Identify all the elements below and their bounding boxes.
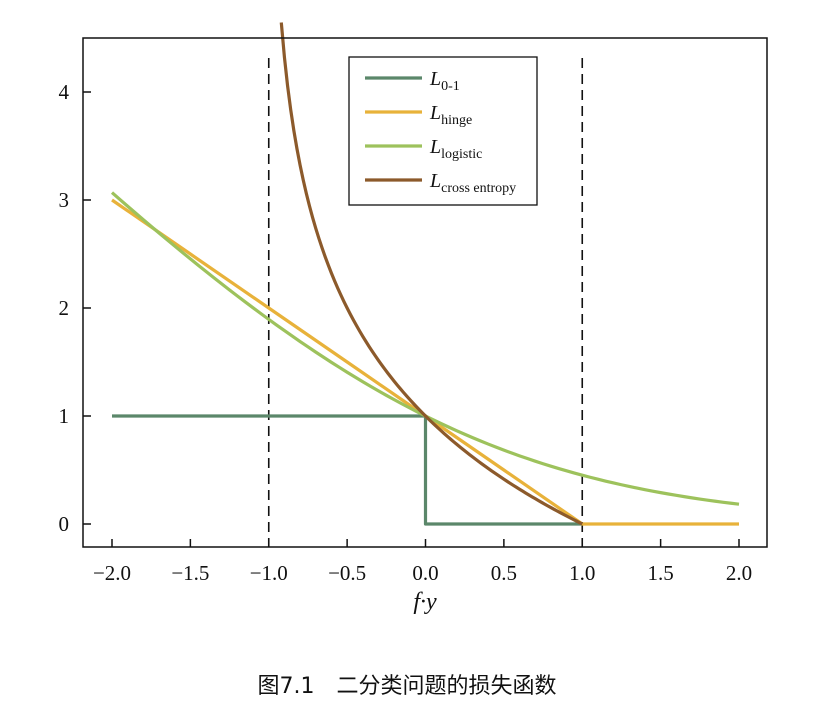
x-tick-label: −0.5 [328,561,366,585]
series-line-cross-entropy [279,22,583,526]
legend-label: Lcross entropy [429,170,516,196]
y-tick-label: 1 [59,404,70,428]
y-tick-label: 3 [59,188,70,212]
figure-caption: 图7.1 二分类问题的损失函数 [257,674,557,699]
y-tick-label: 0 [59,512,70,536]
x-axis-label: f·y [413,589,437,615]
x-tick-label: −1.0 [250,561,288,585]
x-tick-label: 0.0 [412,561,438,585]
series-line-0-1 [112,414,583,526]
legend-label: Lhinge [429,102,472,128]
x-tick-label: −1.5 [171,561,209,585]
y-tick-label: 2 [59,296,70,320]
y-tick-label: 4 [59,80,70,104]
x-tick-label: 1.0 [569,561,595,585]
x-tick-label: 2.0 [726,561,752,585]
x-tick-label: 1.5 [648,561,674,585]
legend-label: L0-1 [429,68,460,94]
x-tick-label: 0.5 [491,561,517,585]
legend-label: Llogistic [429,136,482,162]
x-tick-label: −2.0 [93,561,131,585]
